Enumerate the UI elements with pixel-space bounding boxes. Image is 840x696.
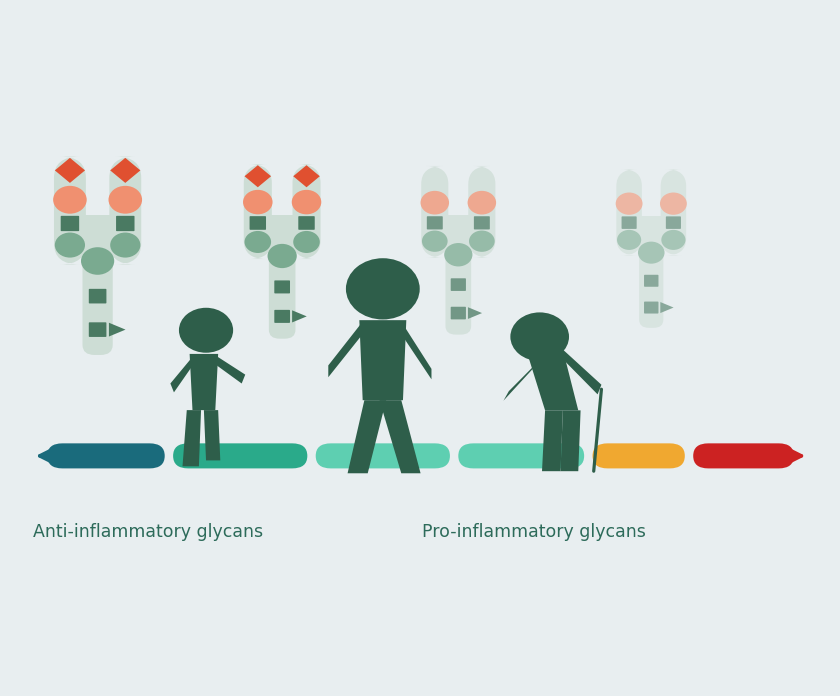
Polygon shape <box>360 320 407 400</box>
FancyBboxPatch shape <box>173 443 307 468</box>
Polygon shape <box>213 354 245 383</box>
Circle shape <box>421 191 449 214</box>
Polygon shape <box>204 410 220 461</box>
Polygon shape <box>171 357 192 393</box>
Circle shape <box>291 190 321 214</box>
Circle shape <box>179 308 234 353</box>
FancyBboxPatch shape <box>89 289 107 303</box>
FancyBboxPatch shape <box>666 216 681 229</box>
FancyBboxPatch shape <box>275 280 290 294</box>
Polygon shape <box>563 349 601 395</box>
FancyBboxPatch shape <box>82 214 113 264</box>
Circle shape <box>617 230 641 250</box>
Polygon shape <box>182 410 201 466</box>
Circle shape <box>469 230 495 252</box>
Polygon shape <box>528 349 578 411</box>
FancyBboxPatch shape <box>617 169 642 255</box>
FancyBboxPatch shape <box>89 322 107 337</box>
FancyBboxPatch shape <box>82 251 113 355</box>
Circle shape <box>108 186 142 214</box>
FancyBboxPatch shape <box>592 443 685 468</box>
FancyBboxPatch shape <box>693 443 794 468</box>
FancyBboxPatch shape <box>244 164 272 259</box>
Polygon shape <box>560 411 580 471</box>
Polygon shape <box>503 355 545 401</box>
Circle shape <box>660 193 687 215</box>
FancyBboxPatch shape <box>445 246 471 335</box>
FancyBboxPatch shape <box>54 157 86 264</box>
FancyBboxPatch shape <box>269 247 296 339</box>
Circle shape <box>638 242 664 264</box>
Circle shape <box>511 313 569 361</box>
FancyBboxPatch shape <box>644 275 659 287</box>
FancyBboxPatch shape <box>451 307 466 319</box>
FancyBboxPatch shape <box>660 169 686 255</box>
Polygon shape <box>190 354 218 410</box>
Polygon shape <box>109 323 125 336</box>
FancyBboxPatch shape <box>644 301 659 313</box>
Polygon shape <box>328 322 363 377</box>
Text: Anti-inflammatory glycans: Anti-inflammatory glycans <box>33 523 263 541</box>
Polygon shape <box>292 310 307 322</box>
FancyBboxPatch shape <box>469 166 496 258</box>
Circle shape <box>444 243 472 267</box>
FancyBboxPatch shape <box>109 157 141 264</box>
Circle shape <box>616 193 643 215</box>
FancyBboxPatch shape <box>249 216 266 230</box>
FancyBboxPatch shape <box>459 443 584 468</box>
Polygon shape <box>542 411 563 471</box>
FancyBboxPatch shape <box>421 166 449 258</box>
Polygon shape <box>402 322 432 379</box>
FancyBboxPatch shape <box>275 310 290 323</box>
Circle shape <box>346 258 420 319</box>
Circle shape <box>422 230 448 252</box>
FancyBboxPatch shape <box>298 216 315 230</box>
Circle shape <box>55 232 85 258</box>
Circle shape <box>53 186 87 214</box>
Circle shape <box>244 231 271 253</box>
FancyBboxPatch shape <box>451 278 466 291</box>
Polygon shape <box>468 307 482 319</box>
FancyBboxPatch shape <box>116 216 134 231</box>
Circle shape <box>243 190 272 214</box>
Polygon shape <box>380 400 421 473</box>
Circle shape <box>268 244 297 268</box>
FancyBboxPatch shape <box>269 215 296 259</box>
FancyBboxPatch shape <box>292 164 321 259</box>
Circle shape <box>81 247 114 275</box>
Circle shape <box>293 231 320 253</box>
Circle shape <box>661 230 685 250</box>
FancyBboxPatch shape <box>47 443 165 468</box>
Circle shape <box>468 191 496 214</box>
Polygon shape <box>660 302 674 313</box>
Polygon shape <box>348 400 386 473</box>
Text: Pro-inflammatory glycans: Pro-inflammatory glycans <box>422 523 646 541</box>
FancyBboxPatch shape <box>60 216 79 231</box>
FancyBboxPatch shape <box>474 216 490 230</box>
FancyBboxPatch shape <box>639 216 664 255</box>
FancyBboxPatch shape <box>427 216 443 230</box>
Circle shape <box>110 232 140 258</box>
FancyBboxPatch shape <box>622 216 637 229</box>
FancyBboxPatch shape <box>446 215 471 258</box>
FancyBboxPatch shape <box>639 244 664 328</box>
FancyBboxPatch shape <box>316 443 450 468</box>
